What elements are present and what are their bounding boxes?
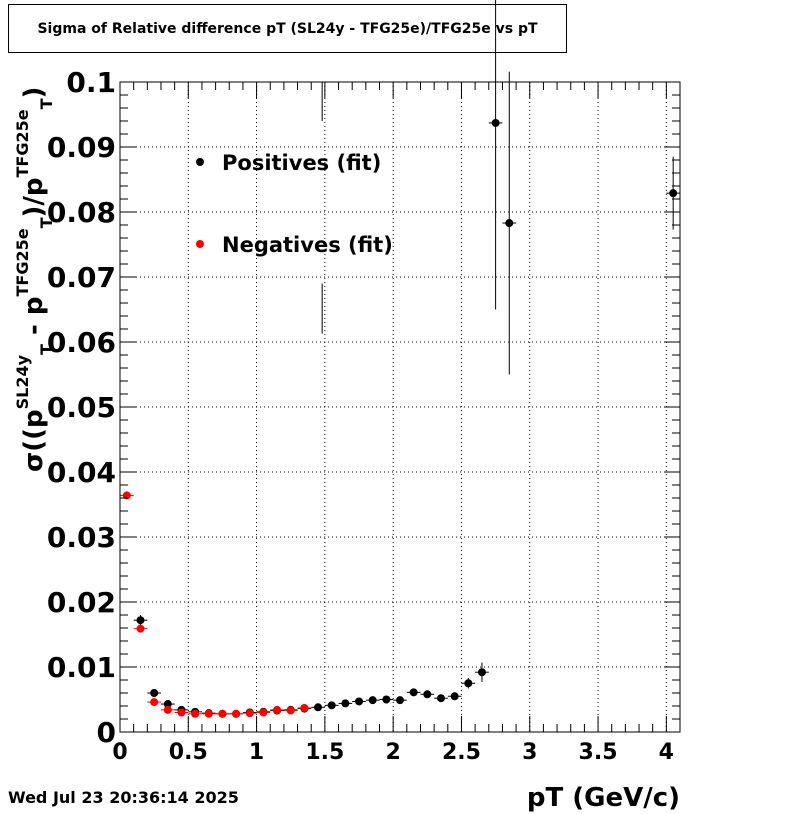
data-series [120, 0, 680, 718]
y-label-part: SL24y [13, 354, 32, 409]
data-point [245, 709, 254, 718]
series-negatives [120, 491, 312, 718]
x-tick-label: 3 [522, 740, 537, 765]
y-tick-label: 0.09 [47, 131, 116, 164]
data-point [163, 700, 172, 709]
data-point [232, 709, 241, 718]
y-label-part: T [37, 98, 56, 109]
legend-marker [196, 240, 204, 248]
data-point [491, 118, 500, 127]
data-point [150, 698, 159, 707]
legend-marker [196, 158, 204, 166]
data-point [163, 705, 172, 714]
data-point [218, 709, 227, 718]
y-tick-label: 0.01 [47, 651, 116, 684]
data-point [368, 696, 377, 705]
y-tick-label: 0.02 [47, 586, 116, 619]
data-point [341, 699, 350, 708]
legend-label: Positives (fit) [222, 151, 381, 175]
axis-ticks [119, 81, 681, 733]
y-tick-label: 0.03 [47, 521, 116, 554]
data-point [409, 688, 418, 697]
data-point [273, 705, 282, 714]
y-label-part: TFG25e [13, 228, 32, 296]
x-tick-label: 0 [112, 740, 127, 765]
data-point [436, 694, 445, 703]
y-label-part: T [37, 344, 56, 355]
y-label-part: ) [19, 87, 49, 99]
data-point [450, 692, 459, 701]
chart-title: Sigma of Relative difference pT (SL24y -… [8, 4, 567, 53]
y-tick-label: 0.1 [66, 66, 116, 99]
data-point [382, 695, 391, 704]
data-point [669, 189, 678, 198]
y-tick-label: 0 [97, 716, 116, 749]
legend-label: Negatives (fit) [222, 233, 393, 257]
y-label-part: )/p [19, 177, 49, 217]
x-tick-label: 0.5 [169, 740, 208, 765]
data-point [505, 219, 514, 228]
y-tick-label: 0.07 [47, 261, 116, 294]
y-tick-label: 0.04 [47, 456, 116, 489]
x-tick-label: 1.5 [305, 740, 344, 765]
x-tick-label: 3.5 [579, 740, 618, 765]
data-point [191, 709, 200, 718]
y-tick-label: 0.08 [47, 196, 116, 229]
data-point [464, 679, 473, 688]
data-point [327, 701, 336, 710]
data-point [396, 696, 404, 705]
legend: Positives (fit) Negatives (fit) [196, 151, 393, 257]
data-point [204, 709, 213, 718]
y-axis-label: σ((pSL24yT - pTFG25eT)/pTFG25eT) [13, 87, 56, 472]
data-point [122, 491, 131, 500]
data-point [314, 703, 323, 712]
x-tick-label: 4 [659, 740, 674, 765]
x-tick-label: 1 [249, 740, 264, 765]
y-tick-label: 0.05 [47, 391, 116, 424]
y-label-part: T [37, 217, 56, 228]
data-point [355, 697, 364, 706]
y-label-part: σ((p [19, 409, 49, 472]
data-point [136, 624, 145, 633]
y-tick-labels: 0 0.01 0.02 0.03 0.04 0.05 0.06 0.07 0.08 0.09 0.1 [47, 66, 116, 749]
timestamp: Wed Jul 23 20:36:14 2025 [8, 788, 239, 807]
y-label-part: - p [19, 297, 49, 345]
x-tick-label: 2 [386, 740, 401, 765]
data-point [286, 706, 295, 715]
data-point [300, 703, 309, 712]
data-point [423, 690, 432, 699]
data-point [177, 708, 186, 717]
grid [120, 82, 680, 732]
y-label-part: TFG25e [13, 109, 32, 177]
data-point [477, 668, 486, 677]
x-axis-label: pT (GeV/c) [527, 783, 680, 813]
data-point [150, 689, 159, 697]
x-tick-label: 2.5 [442, 740, 481, 765]
data-point [259, 708, 268, 717]
data-point [136, 616, 145, 625]
y-tick-label: 0.06 [47, 326, 116, 359]
x-tick-labels: 0 0.5 1 1.5 2 2.5 3 3.5 4 [112, 740, 674, 765]
